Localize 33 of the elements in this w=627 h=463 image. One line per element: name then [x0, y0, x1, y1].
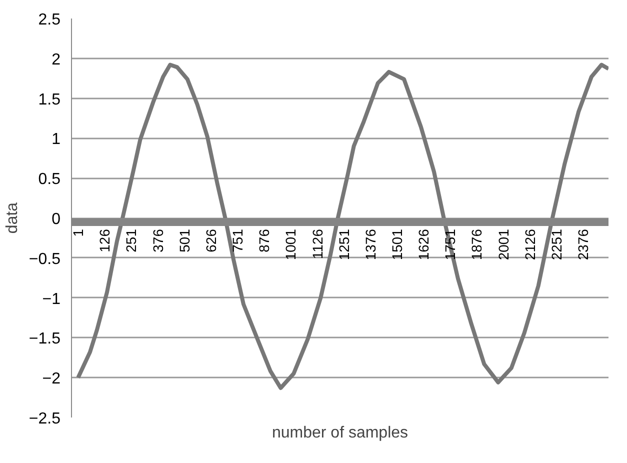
x-tick-label: 1251	[336, 228, 352, 260]
x-tick-label: 2001	[495, 228, 512, 260]
y-tick-label: 0.5	[38, 171, 61, 188]
x-tick-label: 1376	[362, 228, 378, 260]
x-tick-label: 501	[176, 228, 192, 252]
y-tick-label: 2	[52, 51, 61, 68]
y-tick-label: 2.5	[38, 12, 61, 28]
y-tick-label: 1.5	[38, 91, 61, 108]
x-tick-label: 751	[230, 228, 246, 252]
x-tick-label: 2376	[574, 228, 591, 260]
x-tick-label: 1001	[282, 228, 299, 260]
x-tick-label: 1	[70, 228, 86, 237]
x-tick-label: 251	[123, 228, 140, 252]
x-tick-label: 376	[150, 228, 166, 252]
y-tick-label: 0	[52, 211, 61, 228]
y-tick-label: −1.5	[28, 330, 61, 348]
x-tick-label: 1126	[309, 228, 326, 260]
x-tick-label: 626	[202, 228, 219, 252]
x-axis-title: number of samples	[272, 424, 408, 442]
x-tick-label: 2251	[548, 228, 564, 260]
y-tick-label: −2.5	[28, 410, 61, 428]
x-tick-label: 876	[256, 228, 272, 252]
x-tick-label: 1751	[442, 228, 458, 260]
x-tick-label: 1626	[416, 228, 432, 260]
x-tick-label: 2126	[522, 228, 538, 260]
x-tick-label: 1501	[388, 228, 405, 260]
y-tick-label: −2	[42, 370, 61, 388]
x-tick-label: 126	[96, 228, 113, 252]
y-tick-label: 1	[52, 131, 61, 148]
y-tick-label: −1	[42, 290, 61, 308]
y-axis-title: data	[4, 202, 21, 234]
y-tick-label: −0.5	[28, 250, 61, 268]
x-tick-label: 1876	[468, 228, 485, 260]
